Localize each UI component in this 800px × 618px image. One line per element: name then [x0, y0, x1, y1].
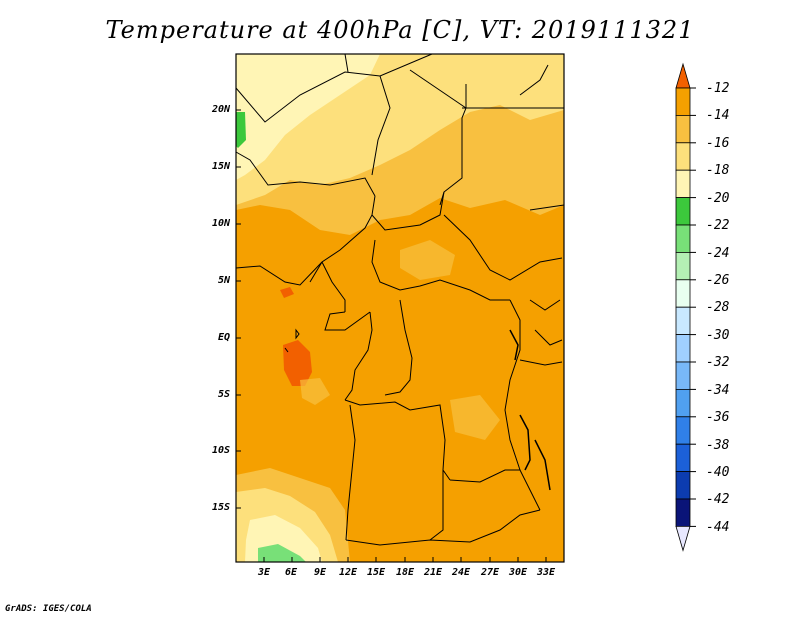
lon-label-21e: 21E — [423, 567, 443, 578]
colorbar-label: -32 — [706, 355, 730, 370]
map-title: Temperature at 400hPa [C], VT: 201911132… — [105, 16, 695, 44]
colorbar — [675, 62, 696, 552]
band-24-22-west — [236, 112, 246, 148]
map-frame — [235, 53, 565, 563]
colorbar-box — [675, 251, 691, 281]
colorbar-bottom-arrow — [675, 526, 691, 552]
lat-label-10n: 10N — [211, 218, 230, 229]
colorbar-box — [675, 115, 691, 144]
colorbar-label: -26 — [706, 273, 730, 288]
band-22-20-north — [236, 54, 380, 180]
colorbar-box — [675, 306, 691, 336]
colorbar-label: -12 — [706, 81, 730, 96]
colorbar-label: -14 — [706, 108, 730, 123]
band-14-12-patch — [283, 340, 312, 386]
lat-label-eq: EQ — [217, 332, 230, 343]
lon-label-24e: 24E — [451, 567, 471, 578]
lon-label-9e: 9E — [313, 567, 327, 578]
colorbar-label: -22 — [706, 218, 730, 233]
band-14-12-patch-small — [280, 287, 294, 298]
colorbar-box — [675, 169, 691, 198]
colorbar-box — [675, 471, 691, 500]
colorbar-label: -44 — [706, 520, 730, 535]
colorbar-box — [675, 498, 691, 527]
lon-label-18e: 18E — [395, 567, 415, 578]
colorbar-label: -16 — [706, 136, 730, 151]
colorbar-label: -40 — [706, 465, 730, 480]
lon-label-6e: 6E — [284, 567, 298, 578]
colorbar-box — [675, 388, 691, 418]
colorbar-box — [675, 416, 691, 445]
lat-label-5n: 5N — [217, 275, 230, 286]
colorbar-box — [675, 279, 691, 308]
colorbar-box — [675, 443, 691, 473]
colorbar-box — [675, 361, 691, 390]
grads-credit: GrADS: IGES/COLA — [5, 604, 92, 614]
country-borders — [235, 53, 565, 546]
lon-label-15e: 15E — [366, 567, 386, 578]
colorbar-box — [675, 224, 691, 253]
colorbar-label: -30 — [706, 328, 730, 343]
lon-label-33e: 33E — [536, 567, 556, 578]
colorbar-label: -20 — [706, 191, 730, 206]
axis-ticks — [236, 109, 547, 562]
lon-label-30e: 30E — [508, 567, 528, 578]
band-18-16-patch-3 — [300, 378, 330, 405]
colorbar-box — [675, 334, 691, 363]
lat-label-10s: 10S — [211, 445, 230, 456]
band-26-24-south — [258, 544, 306, 562]
colorbar-label: -28 — [706, 300, 730, 315]
colorbar-top-arrow — [675, 62, 691, 89]
colorbar-box — [675, 197, 691, 226]
colorbar-label: -36 — [706, 410, 730, 425]
band-18-16-patch-1 — [400, 240, 455, 280]
lon-label-3e: 3E — [257, 567, 271, 578]
colorbar-box — [675, 142, 691, 171]
lat-label-15s: 15S — [211, 502, 230, 513]
colorbar-box — [675, 87, 691, 116]
colorbar-label: -18 — [706, 163, 730, 178]
lat-label-20n: 20N — [211, 104, 230, 115]
colorbar-label: -34 — [706, 383, 730, 398]
colorbar-label: -24 — [706, 246, 730, 261]
lon-label-12e: 12E — [338, 567, 358, 578]
lat-label-15n: 15N — [211, 161, 230, 172]
band-18-16-patch-2 — [450, 395, 500, 440]
colorbar-label: -42 — [706, 492, 730, 507]
lon-label-27e: 27E — [480, 567, 500, 578]
colorbar-label: -38 — [706, 438, 730, 453]
lat-label-5s: 5S — [217, 389, 230, 400]
